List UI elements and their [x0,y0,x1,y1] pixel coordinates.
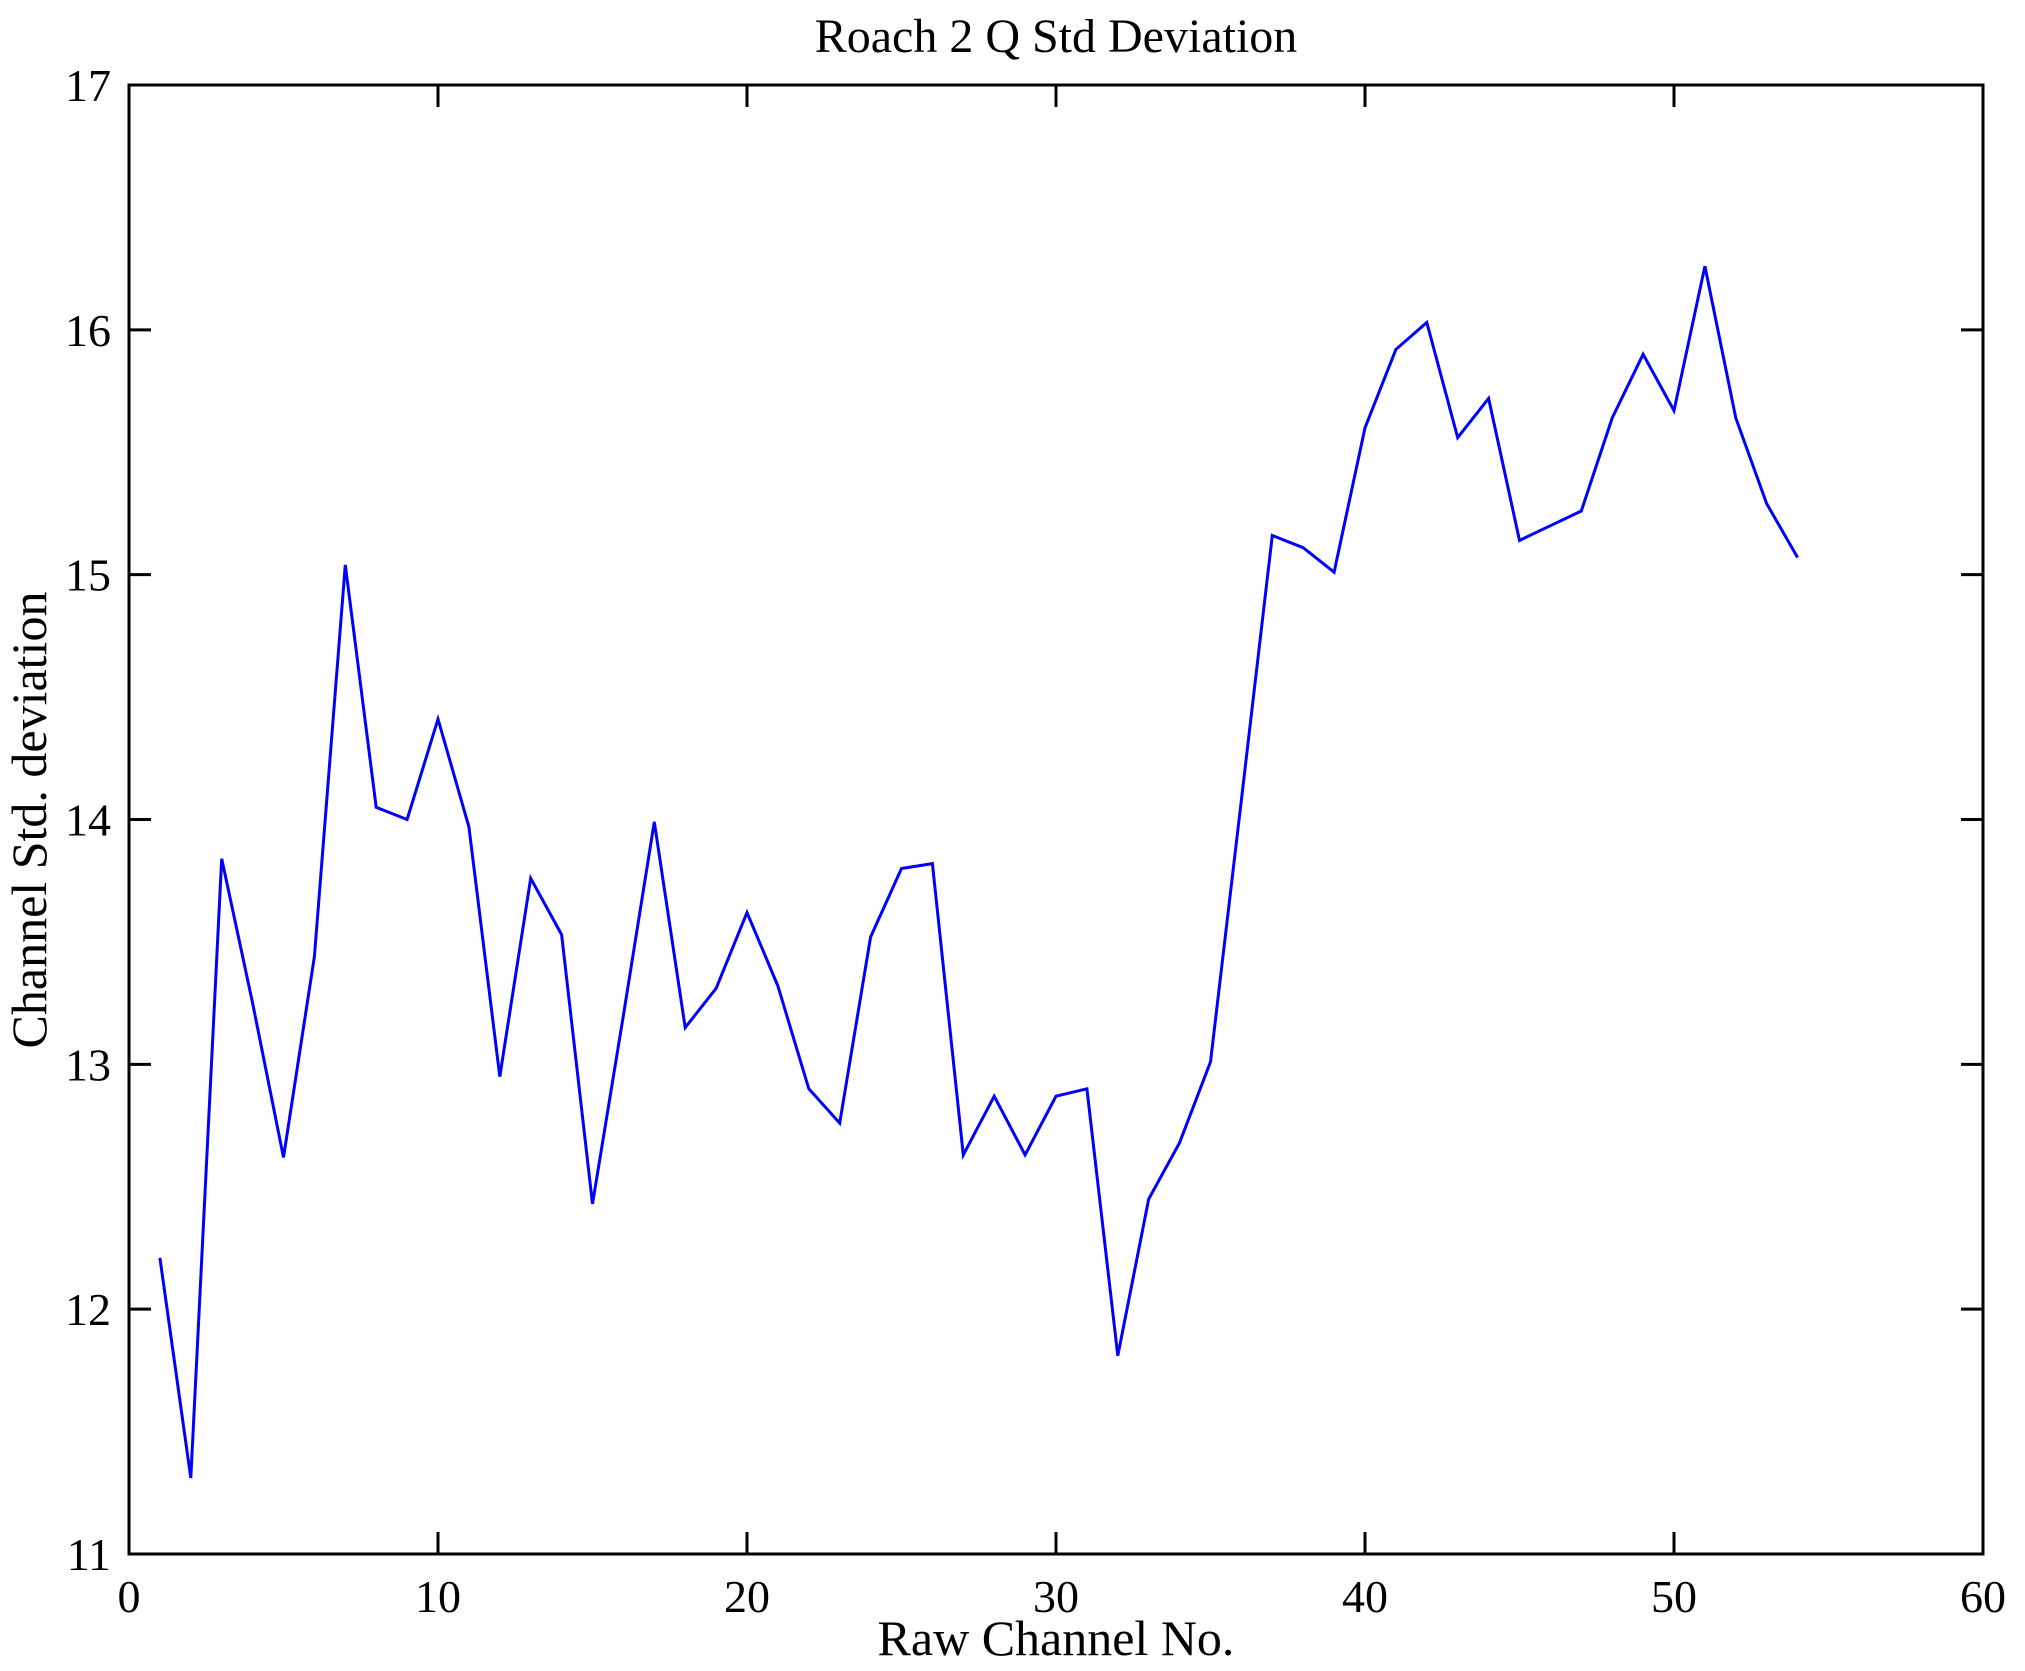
y-tick-label: 11 [67,1529,111,1580]
x-tick-label: 40 [1342,1571,1388,1622]
y-tick-label: 15 [65,550,111,601]
axes-layer: 0 10 20 30 40 50 60 11 12 13 14 15 16 17 [65,60,2006,1622]
y-tick-label: 14 [65,795,111,846]
x-tick-label: 50 [1651,1571,1697,1622]
x-tick-label: 20 [724,1571,770,1622]
y-axis-label: Channel Std. deviation [1,592,57,1049]
x-tick-label: 30 [1033,1571,1079,1622]
data-line [158,265,1799,1479]
y-tick-label: 13 [65,1039,111,1090]
x-tick-label: 60 [1960,1571,2006,1622]
y-tick-label: 12 [65,1284,111,1335]
x-axis-label: Raw Channel No. [878,1610,1235,1666]
x-tick-label: 10 [415,1571,461,1622]
y-tick-label: 17 [65,60,111,111]
y-tick-label: 16 [65,305,111,356]
data-layer [158,265,1799,1479]
chart-title: Roach 2 Q Std Deviation [815,10,1298,63]
x-tick-label: 0 [118,1571,141,1622]
